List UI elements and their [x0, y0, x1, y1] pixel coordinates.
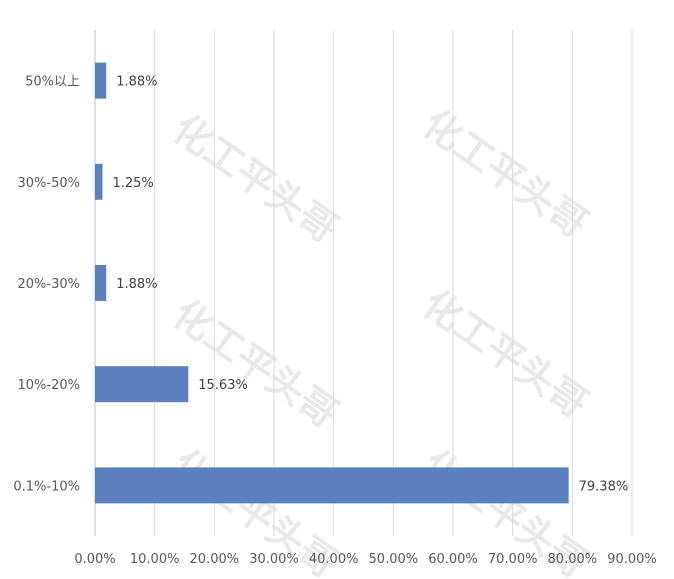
- x-tick-label: 30.00%: [249, 552, 299, 567]
- category-label: 0.1%-10%: [13, 479, 80, 494]
- watermark-text: 化工平头哥: [415, 101, 596, 246]
- bar: [95, 467, 569, 504]
- category-label: 20%-30%: [18, 277, 80, 292]
- x-tick-label: 70.00%: [488, 552, 538, 567]
- watermark-text: 化工平头哥: [415, 281, 596, 426]
- bar: [95, 62, 107, 99]
- data-label: 79.38%: [579, 479, 629, 494]
- bar: [95, 265, 107, 301]
- x-tick-label: 60.00%: [428, 552, 478, 567]
- x-tick-label: 50.00%: [369, 552, 419, 567]
- watermark-text: 化工平头哥: [165, 106, 346, 251]
- data-label: 1.25%: [112, 176, 153, 191]
- bars: [95, 62, 569, 504]
- category-label: 30%-50%: [18, 176, 80, 191]
- x-tick-label: 0.00%: [74, 552, 115, 567]
- category-label: 10%-20%: [18, 378, 80, 393]
- labels: 0.00% 10.00% 20.00% 30.00% 40.00% 50.00% 60.00…: [13, 75, 656, 567]
- x-tick-label: 80.00%: [548, 552, 598, 567]
- x-tick-label: 10.00%: [130, 552, 180, 567]
- x-tick-label: 90.00%: [607, 552, 657, 567]
- bar: [95, 366, 189, 403]
- bar: [95, 163, 103, 200]
- watermark-text: 化工平头哥: [165, 291, 346, 436]
- gridlines: [94, 30, 633, 536]
- data-label: 1.88%: [116, 277, 157, 292]
- x-tick-label: 40.00%: [309, 552, 359, 567]
- category-label: 50%以上: [25, 75, 80, 90]
- x-tick-label: 20.00%: [190, 552, 240, 567]
- data-label: 15.63%: [198, 378, 248, 393]
- data-label: 1.88%: [116, 75, 157, 90]
